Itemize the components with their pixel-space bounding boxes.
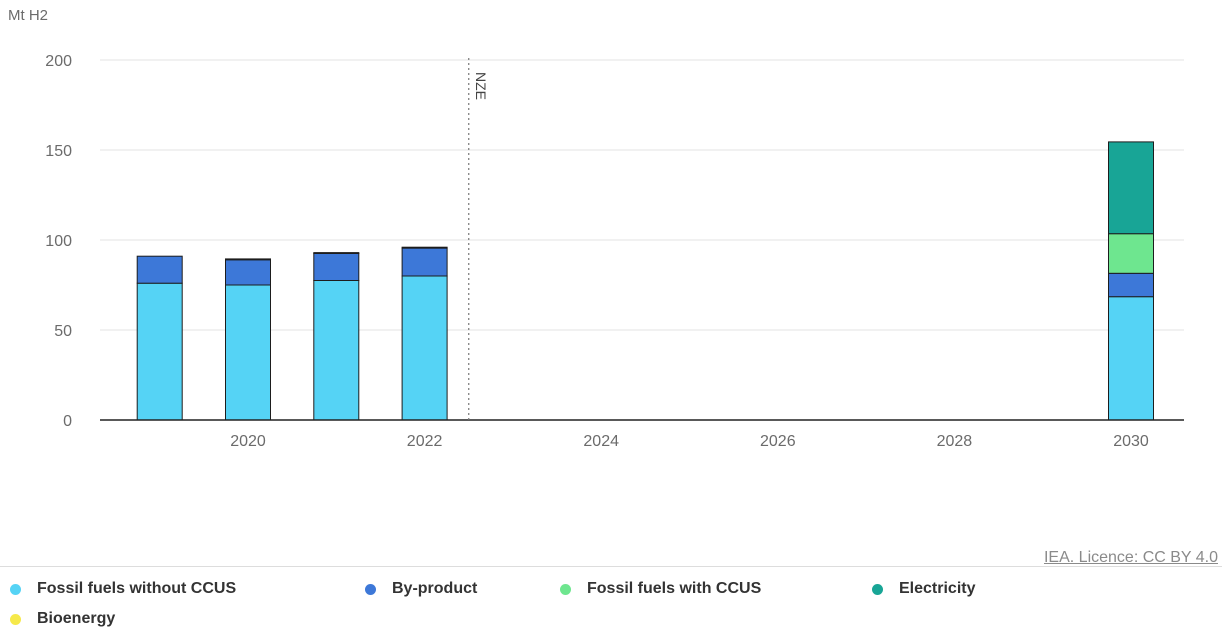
bar-segment <box>1108 272 1154 298</box>
y-tick-label: 0 <box>63 413 72 430</box>
bar-segment <box>1108 141 1154 235</box>
x-tick-label: 2028 <box>937 433 973 450</box>
legend-label: Fossil fuels with CCUS <box>587 580 762 597</box>
bar-segment <box>136 282 183 421</box>
bar-segment <box>225 259 271 286</box>
x-tick-label: 2020 <box>230 433 266 450</box>
bar-segment <box>401 275 448 421</box>
legend-item-fossil-with-ccus[interactable]: Fossil fuels with CCUS <box>560 580 761 598</box>
x-tick-label: 2030 <box>1113 433 1149 450</box>
legend-dot <box>10 613 21 625</box>
bar-layer <box>136 141 1154 421</box>
legend-item-electricity[interactable]: Electricity <box>872 580 975 598</box>
legend-dot <box>872 583 883 595</box>
x-tick-label: 2022 <box>407 433 443 450</box>
y-tick-label: 100 <box>45 233 72 250</box>
legend-dot <box>365 583 376 595</box>
legend-label: By-product <box>392 580 478 597</box>
bar-segment <box>225 284 271 421</box>
y-tick-label: 200 <box>45 53 72 70</box>
bar-segment <box>313 253 360 281</box>
legend-item-by-product[interactable]: By-product <box>365 580 477 598</box>
legend-dot <box>560 583 571 595</box>
bar-segment <box>136 255 183 284</box>
y-tick-label: 50 <box>54 323 72 340</box>
legend-divider <box>0 566 1222 567</box>
bar-segment <box>401 247 448 277</box>
bar-segment <box>313 252 360 255</box>
legend-item-fossil-without-ccus[interactable]: Fossil fuels without CCUS <box>10 580 236 598</box>
chart-area: 0 50 100 150 200 2020 2022 2024 2026 2028 2030 NZE … <box>8 7 1184 450</box>
bar-segment <box>401 246 448 249</box>
legend-dot <box>10 583 21 595</box>
y-unit-label: Mt H2 <box>8 7 48 24</box>
legend-label: Bioenergy <box>37 610 116 627</box>
x-tick-label: 2026 <box>760 433 796 450</box>
axis-layer: 0 50 100 150 200 2020 2022 2024 2026 2028 2030 NZE <box>45 53 1184 450</box>
nze-marker-label: NZE <box>473 72 489 100</box>
credit-link[interactable]: IEA. Licence: CC BY 4.0 <box>1043 549 1218 566</box>
y-tick-label: 150 <box>45 143 72 160</box>
legend-label: Electricity <box>899 580 976 597</box>
bar-segment <box>1108 296 1154 421</box>
bar-segment <box>1108 233 1154 274</box>
x-tick-label: 2024 <box>583 433 619 450</box>
legend-label: Fossil fuels without CCUS <box>37 580 237 597</box>
grid-layer <box>100 59 1184 331</box>
bar-segment <box>225 258 271 261</box>
bar-segment <box>313 280 360 421</box>
legend-item-bioenergy[interactable]: Bioenergy <box>10 610 115 628</box>
